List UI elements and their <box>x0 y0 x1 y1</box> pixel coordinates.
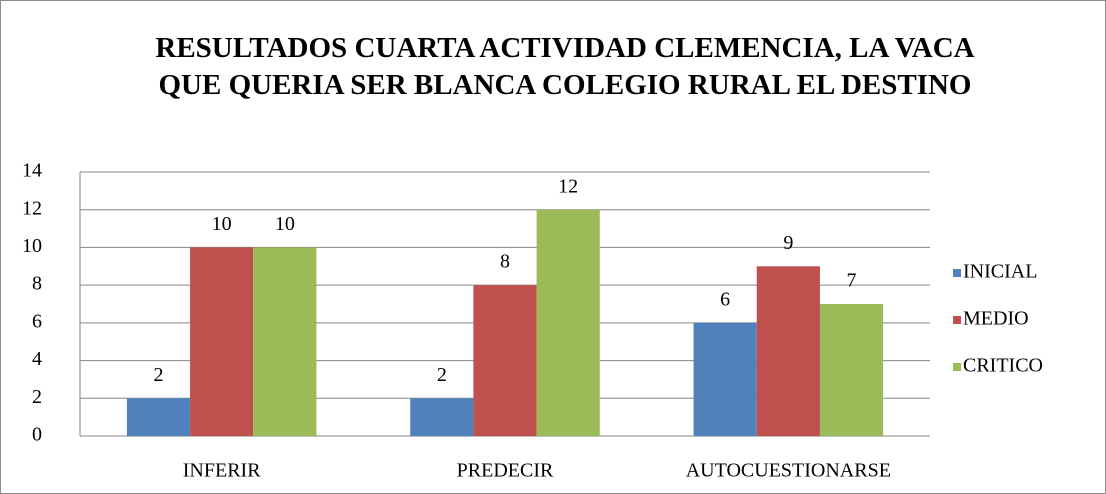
legend-label: MEDIO <box>963 308 1029 330</box>
y-tick-label: 12 <box>22 197 42 219</box>
y-tick-label: 2 <box>32 386 42 408</box>
bar <box>756 266 820 436</box>
value-label: 10 <box>275 213 295 235</box>
value-label: 8 <box>500 251 510 273</box>
x-tick-label: PREDECIR <box>457 460 554 482</box>
legend-label: INICIAL <box>963 261 1037 283</box>
bar <box>473 285 537 436</box>
legend-swatch <box>953 269 961 277</box>
bar <box>819 304 884 436</box>
value-label: 12 <box>558 175 578 197</box>
y-tick-label: 8 <box>32 273 42 295</box>
chart-title: RESULTADOS CUARTA ACTIVIDAD CLEMENCIA, L… <box>155 32 975 101</box>
value-label: 6 <box>720 288 730 310</box>
y-tick-label: 10 <box>22 235 42 257</box>
bar <box>190 247 254 436</box>
value-label: 2 <box>437 364 447 386</box>
bar <box>693 322 757 436</box>
legend-swatch <box>953 363 961 371</box>
y-tick-label: 4 <box>32 348 42 370</box>
bar <box>253 247 317 436</box>
legend-label: CRITICO <box>963 355 1043 377</box>
value-label: 7 <box>847 270 857 292</box>
value-label: 10 <box>212 213 232 235</box>
y-tick-label: 14 <box>22 160 42 182</box>
bar <box>126 398 191 436</box>
value-label: 9 <box>783 232 793 254</box>
x-tick-label: AUTOCUESTIONARSE <box>686 460 891 482</box>
y-tick-label: 6 <box>32 310 42 332</box>
y-tick-label: 0 <box>32 424 42 446</box>
value-label: 2 <box>153 364 163 386</box>
legend-swatch <box>953 316 961 324</box>
x-tick-label: INFERIR <box>183 460 261 482</box>
bar <box>536 209 600 436</box>
bar <box>410 398 474 436</box>
